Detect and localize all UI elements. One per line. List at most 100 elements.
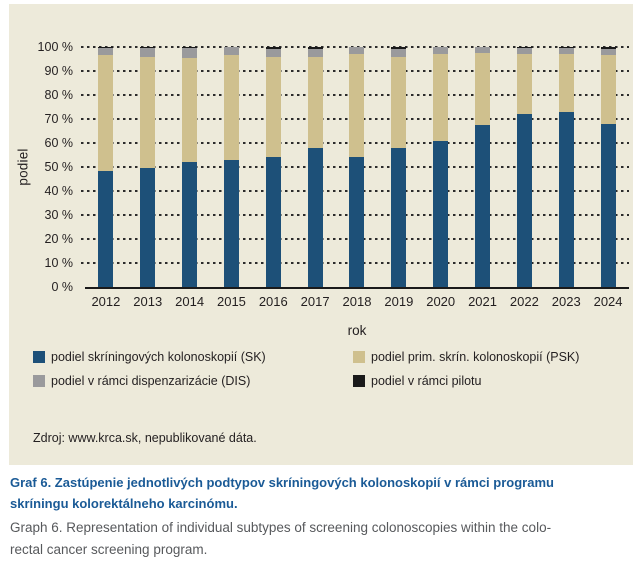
y-axis-ticks: 0 % 10 % 20 % 30 % 40 % 50 % 60 % 70 % 80 % 90 % 1… bbox=[9, 40, 79, 294]
legend-swatch-icon bbox=[353, 351, 365, 363]
y-tick-label: 10 % bbox=[44, 256, 74, 270]
bar-2013 bbox=[140, 47, 156, 287]
legend-label: podiel v rámci dispenzarizácie (DIS) bbox=[51, 374, 251, 388]
legend-label: podiel prim. skrín. kolonoskopií (PSK) bbox=[371, 350, 580, 364]
caption-slovak: Graf 6. Zastúpenie jednotlivých podtypov… bbox=[10, 475, 554, 511]
gridline-100 bbox=[81, 46, 629, 48]
bar-segment bbox=[600, 49, 616, 56]
bar-segment bbox=[600, 123, 616, 287]
bar-segment bbox=[223, 47, 239, 56]
bar-segment bbox=[140, 48, 156, 57]
x-tick-label: 2018 bbox=[342, 294, 372, 309]
bar-segment bbox=[182, 47, 198, 49]
bar-segment bbox=[98, 48, 114, 56]
bar-2016 bbox=[265, 47, 281, 287]
x-tick-label: 2024 bbox=[593, 294, 623, 309]
legend-swatch-icon bbox=[33, 351, 45, 363]
x-tick-label: 2013 bbox=[133, 294, 163, 309]
bar-2012 bbox=[98, 47, 114, 287]
bar-segment bbox=[391, 47, 407, 50]
bar-segment bbox=[265, 56, 281, 158]
bar-segment bbox=[182, 162, 198, 287]
bar-segment bbox=[391, 56, 407, 148]
bar-segment bbox=[349, 54, 365, 158]
bar-segment bbox=[265, 157, 281, 287]
bar-segment bbox=[475, 47, 491, 53]
x-tick-label: 2023 bbox=[551, 294, 581, 309]
bar-segment bbox=[223, 159, 239, 287]
bar-segment bbox=[265, 47, 281, 50]
source-note: Zdroj: www.krca.sk, nepublikované dáta. bbox=[33, 431, 257, 445]
y-tick-label: 90 % bbox=[44, 64, 74, 78]
bar-segment bbox=[391, 49, 407, 57]
bar-segment bbox=[391, 147, 407, 287]
x-tick-label: 2020 bbox=[426, 294, 456, 309]
y-tick-label: 40 % bbox=[44, 184, 74, 198]
bar-segment bbox=[265, 49, 281, 57]
bar-segment bbox=[600, 47, 616, 50]
bar-segment bbox=[349, 157, 365, 287]
bar-segment bbox=[307, 49, 323, 57]
x-tick-label: 2014 bbox=[175, 294, 205, 309]
legend-label: podiel v rámci pilotu bbox=[371, 374, 482, 388]
legend-label: podiel skríningových kolonoskopií (SK) bbox=[51, 350, 266, 364]
legend-swatch-icon bbox=[33, 375, 45, 387]
bar-2019 bbox=[391, 47, 407, 287]
y-tick-label: 50 % bbox=[44, 160, 74, 174]
bar-segment bbox=[307, 147, 323, 287]
bar-segment bbox=[307, 56, 323, 148]
x-tick-label: 2017 bbox=[300, 294, 330, 309]
y-tick-label: 70 % bbox=[44, 112, 74, 126]
bar-segment bbox=[182, 48, 198, 58]
bar-segment bbox=[182, 57, 198, 163]
bar-segment bbox=[516, 48, 532, 55]
legend-item: podiel v rámci dispenzarizácie (DIS) bbox=[33, 374, 353, 388]
figure-caption: Graf 6. Zastúpenie jednotlivých podtypov… bbox=[10, 472, 634, 561]
bar-segment bbox=[558, 111, 574, 287]
legend-item: podiel skríningových kolonoskopií (SK) bbox=[33, 350, 353, 364]
y-tick-label: 0 % bbox=[51, 280, 73, 294]
caption-english: Graph 6. Representation of individual su… bbox=[10, 520, 552, 557]
legend-item: podiel prim. skrín. kolonoskopií (PSK) bbox=[353, 350, 625, 364]
y-tick-label: 100 % bbox=[37, 40, 73, 54]
bar-segment bbox=[600, 55, 616, 124]
bar-segment bbox=[475, 53, 491, 125]
legend: podiel skríningových kolonoskopií (SK) po… bbox=[33, 350, 625, 388]
bar-segment bbox=[307, 47, 323, 50]
x-tick-label: 2012 bbox=[91, 294, 121, 309]
bar-2021 bbox=[475, 47, 491, 287]
bar-segment bbox=[223, 55, 239, 160]
y-tick-label: 60 % bbox=[44, 136, 74, 150]
bar-segment bbox=[516, 54, 532, 115]
bar-segment bbox=[98, 47, 114, 49]
bar-segment bbox=[140, 56, 156, 169]
bar-segment bbox=[433, 54, 449, 141]
bar-segment bbox=[98, 170, 114, 287]
x-tick-label: 2021 bbox=[468, 294, 497, 309]
bar-segment bbox=[98, 55, 114, 171]
bar-segment bbox=[558, 47, 574, 49]
bar-series bbox=[85, 47, 629, 287]
x-tick-label: 2019 bbox=[384, 294, 414, 309]
bar-2014 bbox=[182, 47, 198, 287]
bar-segment bbox=[140, 47, 156, 49]
bar-segment bbox=[140, 168, 156, 287]
bar-2015 bbox=[223, 47, 239, 287]
bar-segment bbox=[558, 54, 574, 112]
bar-2018 bbox=[349, 47, 365, 287]
bar-segment bbox=[349, 47, 365, 55]
bar-segment bbox=[475, 125, 491, 287]
x-tick-label: 2022 bbox=[509, 294, 539, 309]
bar-2020 bbox=[433, 47, 449, 287]
bar-2017 bbox=[307, 47, 323, 287]
legend-swatch-icon bbox=[353, 375, 365, 387]
x-tick-label: 2016 bbox=[258, 294, 288, 309]
bar-2024 bbox=[600, 47, 616, 287]
bar-2023 bbox=[558, 47, 574, 287]
bar-segment bbox=[516, 47, 532, 49]
y-tick-label: 20 % bbox=[44, 232, 74, 246]
chart-panel: podiel 0 % 10 % 20 % 30 % 40 % 50 % 60 % 70 % 80… bbox=[9, 4, 633, 465]
bar-segment bbox=[516, 114, 532, 287]
bar-segment bbox=[433, 140, 449, 287]
plot-area bbox=[81, 46, 629, 289]
